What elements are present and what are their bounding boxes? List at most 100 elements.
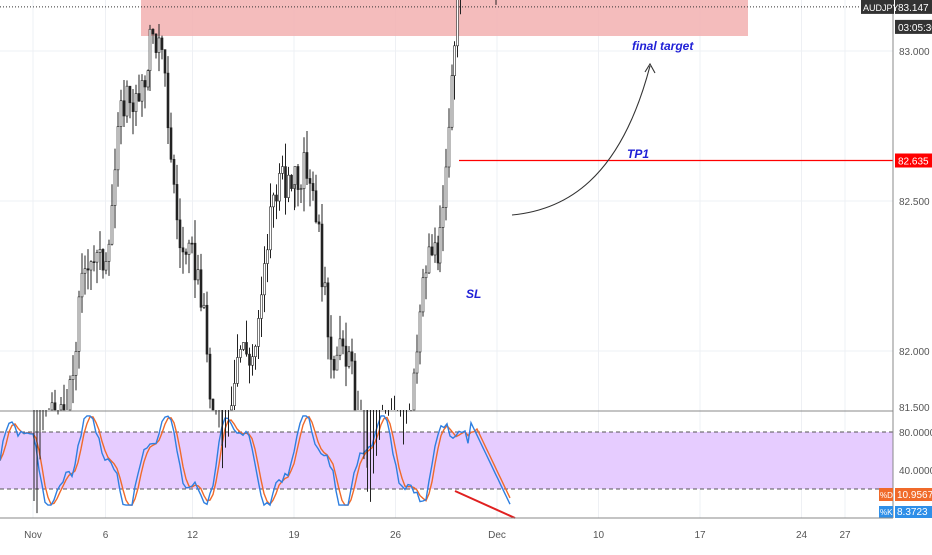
candle-body [148, 28, 152, 71]
candle-body [62, 404, 66, 411]
stoch-k-value-bg [895, 506, 932, 518]
stoch-d-value: 10.9567 [897, 490, 932, 501]
candle-body [107, 243, 111, 262]
candle-body [53, 402, 57, 411]
price-tick-label: 81.500 [899, 403, 930, 414]
time-tick-label: 12 [187, 530, 199, 541]
candle-body [134, 93, 138, 112]
annotation-sl: SL [466, 287, 481, 301]
stoch-tick-label: 80.0000 [899, 428, 932, 439]
candle-body [98, 249, 102, 253]
time-tick-label: Nov [24, 530, 42, 541]
candle-body [122, 100, 126, 117]
level-tag-82-635-bg [895, 153, 932, 168]
candle-body [131, 102, 135, 112]
candle-body [293, 166, 297, 185]
candle-body [296, 166, 300, 190]
support-resistance-zone [141, 0, 748, 36]
candle-body [116, 126, 120, 171]
candle-body [68, 379, 72, 411]
candle-body [438, 227, 442, 264]
candle-body [251, 356, 254, 366]
candle-body [128, 85, 132, 104]
candle-body [344, 345, 348, 367]
candle-body [92, 261, 96, 263]
candle-body [317, 221, 321, 225]
candle-body [254, 346, 257, 357]
candle-body [143, 80, 147, 88]
candle-body [323, 282, 327, 288]
line-layer [0, 6, 893, 216]
candle-body [86, 268, 90, 271]
candle-body [311, 183, 315, 192]
candle-body [163, 49, 167, 74]
projection-arrow [511, 65, 651, 216]
time-tick-label: 24 [796, 530, 808, 541]
candle-body [278, 173, 281, 202]
candle-body [272, 194, 275, 208]
candle-body [320, 223, 324, 288]
candle-body [430, 246, 434, 256]
candle-body [184, 251, 188, 255]
candle-body [140, 80, 144, 102]
countdown-tag-bg [895, 19, 932, 34]
candle-body [181, 247, 185, 253]
candle-body [290, 174, 293, 189]
zone-layer [141, 0, 748, 36]
stoch-d-value-bg [895, 488, 932, 501]
candle-body [421, 277, 425, 313]
candle-body [456, 0, 459, 47]
stoch-k-key-bg [879, 506, 893, 518]
annotation-final-target: final target [632, 39, 694, 53]
stoch-k-value: 8.3723 [897, 507, 928, 518]
time-tick-label: Dec [488, 530, 506, 541]
stoch-k-key: %K [880, 508, 893, 517]
candle-body [314, 190, 318, 223]
time-tick-label: 19 [288, 530, 300, 541]
divergence-line [454, 490, 516, 519]
current-price-tag-bg [895, 0, 932, 14]
candle-body [450, 75, 454, 128]
candle-body [302, 152, 306, 189]
candle-body [157, 37, 161, 53]
candle-body [266, 249, 269, 264]
candle-body [59, 404, 63, 411]
candle-body [347, 351, 351, 367]
time-tick-label: 6 [103, 530, 109, 541]
candle-body [151, 28, 155, 35]
candle-body [187, 242, 191, 255]
stoch-d-key: %D [880, 491, 893, 500]
annotation-tp1: TP1 [627, 147, 649, 161]
candle-body [83, 268, 87, 274]
price-tick-label: 82.000 [899, 347, 930, 358]
candle-body [199, 269, 203, 308]
candle-body [308, 178, 312, 184]
candle-body [175, 184, 179, 221]
candle-body [202, 304, 206, 308]
candle-body [125, 85, 129, 117]
price-axis-bg [893, 0, 932, 550]
candle-body [146, 70, 150, 88]
candle-body [74, 351, 78, 376]
candle-body [80, 272, 84, 298]
candle-body [447, 126, 451, 168]
candle-body [335, 354, 339, 371]
candle-body [269, 206, 272, 251]
countdown-tag: 03:05:30 [898, 23, 932, 34]
candle-body [104, 261, 108, 271]
stoch-d-key-bg [879, 488, 893, 501]
candle-body [172, 158, 176, 185]
candle-body [284, 166, 287, 198]
candle-body [329, 336, 333, 360]
candle-body [260, 294, 263, 319]
candle-body [154, 33, 158, 53]
candle-body [257, 318, 260, 347]
candle-body [110, 205, 114, 245]
candle-body [245, 342, 248, 355]
candle-body [71, 375, 75, 380]
candle-body [239, 349, 242, 358]
stoch-tick-label: 40.0000 [899, 466, 932, 477]
stoch-k-line [0, 415, 511, 507]
